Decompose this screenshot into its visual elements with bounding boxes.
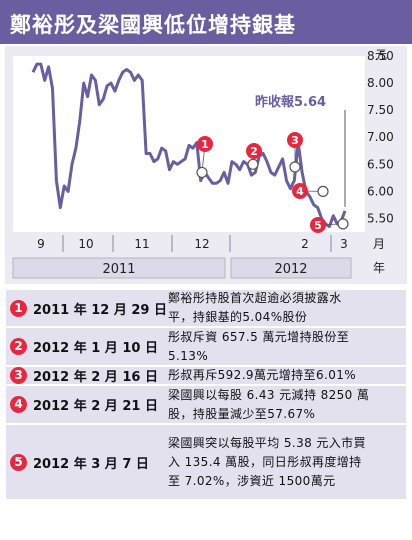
- marker-number-3: 3: [291, 134, 299, 147]
- event-description-line: 彤叔再斥592.9萬元增持至6.01%: [168, 368, 357, 382]
- marker-point-2: [247, 158, 259, 170]
- event-description-line: 鄭裕彤持股首次超逾必須披露水: [168, 291, 342, 305]
- event-date-cell: 4 2012 年 2 月 21 日: [6, 386, 163, 423]
- chart-area: 5.50 6.00 6.50 7.00 7.50 8.00 8.50 元 9 10 11 12 2 3 月 2…: [5, 46, 407, 284]
- marker-point-1: [196, 166, 208, 179]
- year-band-2012: [230, 257, 352, 279]
- year-unit-label: 年: [373, 261, 385, 275]
- marker-number-5: 5: [314, 219, 322, 232]
- marker-number-1: 1: [201, 138, 209, 151]
- month-tick-label-3: 12: [194, 237, 209, 251]
- month-tick-label-4: 2: [301, 237, 309, 251]
- marker-point-4: [317, 185, 329, 197]
- event-row: 2 2012 年 1 月 10 日彤叔斥資 657.5 萬元增持股份至 5.13%: [6, 328, 406, 365]
- y-tick-label-0: 5.50: [367, 211, 394, 225]
- page-title: 鄭裕彤及梁國興低位增持銀基: [10, 13, 296, 37]
- event-row: 3 2012 年 2 月 16 日彤叔再斥592.9萬元增持至6.01%: [6, 367, 406, 385]
- month-tick-label-1: 10: [78, 237, 93, 251]
- marker-number-4: 4: [296, 185, 304, 198]
- event-date-cell: 5 2012 年 3 月 7 日: [6, 425, 163, 499]
- y-tick-label-6: 8.50: [367, 49, 394, 63]
- marker-badge-1: [197, 136, 213, 152]
- y-unit-label: 元: [375, 48, 387, 62]
- event-date: 2011 年 12 月 29 日: [33, 302, 167, 318]
- event-number-badge: 4: [10, 396, 27, 413]
- marker-badge-5: [310, 217, 326, 233]
- month-tick-label-2: 11: [134, 237, 149, 251]
- event-description-line: 5.13%: [168, 348, 209, 363]
- marker-point-3: [289, 161, 301, 173]
- marker-point-5: [337, 218, 349, 230]
- x-axis-band: [13, 232, 365, 254]
- month-unit-label: 月: [373, 237, 385, 251]
- year-label-2011: 2011: [102, 262, 135, 277]
- year-band-2011: [12, 257, 226, 279]
- event-number-badge: 1: [10, 299, 27, 317]
- event-number-badge: 5: [10, 453, 27, 471]
- event-number-badge: 2: [10, 338, 27, 355]
- event-description: 梁國興突以每股平均 5.38 元入市買入 135.4 萬股，同日彤叔再度增持至 …: [168, 425, 404, 499]
- event-date: 2012 年 1 月 10 日: [33, 341, 158, 356]
- price-line: [31, 62, 347, 229]
- event-description: 梁國興以每股 6.43 元減持 8250 萬股，持股量減少至57.67%: [168, 386, 404, 423]
- y-tick-label-3: 7.00: [367, 130, 394, 144]
- marker-badge-4: [292, 183, 308, 199]
- event-date-cell: 3 2012 年 2 月 16 日: [6, 367, 163, 385]
- event-row: 1 2011 年 12 月 29 日鄭裕彤持股首次超逾必須披露水 平，持銀基的5.0…: [6, 290, 406, 326]
- event-date-cell: 1 2011 年 12 月 29 日: [6, 290, 167, 326]
- marker-badge-2: [246, 143, 262, 159]
- event-description-line: 至 7.02%，涉資近 1500萬元: [168, 473, 336, 488]
- event-date-cell: 2 2012 年 1 月 10 日: [6, 328, 163, 365]
- event-description-line: 梁國興以每股 6.43 元減持 8250 萬: [168, 387, 370, 402]
- event-description: 彤叔再斥592.9萬元增持至6.01%: [168, 367, 404, 384]
- event-description-line: 入 135.4 萬股，同日彤叔再度增持: [168, 454, 362, 469]
- y-tick-label-4: 7.50: [367, 103, 394, 117]
- year-label-2012: 2012: [274, 262, 307, 277]
- event-description-line: 股，持股量減少至57.67%: [168, 406, 316, 421]
- y-tick-label-5: 8.00: [367, 76, 394, 90]
- month-tick-label-5: 3: [340, 237, 348, 251]
- header-banner: 鄭裕彤及梁國興低位增持銀基: [0, 0, 412, 44]
- event-description-line: 梁國興突以每股平均 5.38 元入市買: [168, 435, 366, 450]
- close-price-label: 昨收報5.64: [255, 94, 326, 110]
- event-date: 2012 年 2 月 16 日: [33, 370, 158, 385]
- event-date: 2012 年 3 月 7 日: [33, 456, 149, 472]
- event-date: 2012 年 2 月 21 日: [33, 399, 158, 414]
- marker-badge-3: [287, 132, 303, 148]
- marker-number-2: 2: [250, 145, 258, 158]
- y-tick-label-2: 6.50: [367, 157, 394, 171]
- event-description-line: 平，持銀基的5.04%股份: [168, 310, 308, 324]
- event-description-line: 彤叔斥資 657.5 萬元增持股份至: [168, 329, 350, 344]
- event-description: 鄭裕彤持股首次超逾必須披露水 平，持銀基的5.04%股份: [168, 290, 404, 326]
- event-row: 4 2012 年 2 月 21 日梁國興以每股 6.43 元減持 8250 萬股，…: [6, 386, 406, 423]
- month-tick-label-0: 9: [37, 237, 45, 251]
- event-number-badge: 3: [10, 367, 27, 384]
- event-description: 彤叔斥資 657.5 萬元增持股份至 5.13%: [168, 328, 404, 365]
- event-row: 5 2012 年 3 月 7 日 梁國興突以每股平均 5.38 元入市買入 135.…: [6, 425, 406, 499]
- y-tick-label-1: 6.00: [367, 184, 394, 198]
